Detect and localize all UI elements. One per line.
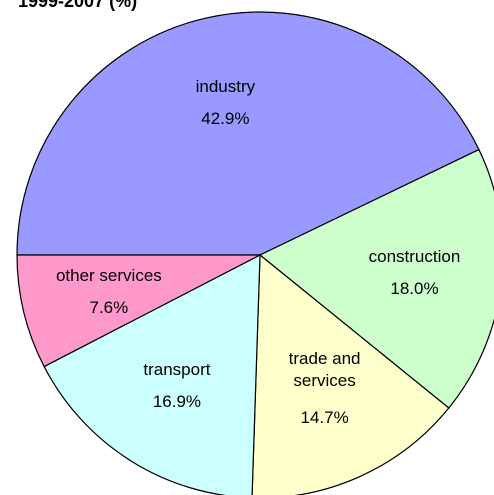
slice-value: 16.9% bbox=[152, 392, 202, 412]
slice-label: trade and services bbox=[288, 349, 361, 391]
slice-label: construction bbox=[368, 247, 461, 267]
pie-slice bbox=[251, 253, 450, 495]
pie-slice bbox=[43, 253, 261, 495]
slice-label: industry bbox=[195, 77, 256, 97]
slice-value: 42.9% bbox=[201, 109, 250, 129]
pie-slice bbox=[16, 11, 480, 256]
slice-value: 7.6% bbox=[89, 297, 129, 317]
slice-label: transport bbox=[143, 360, 211, 380]
slice-label: other services bbox=[55, 265, 162, 285]
chart-title: 1999-2007 (%) bbox=[18, 0, 138, 11]
slice-value: 14.7% bbox=[300, 408, 349, 428]
pie-slice bbox=[258, 148, 494, 409]
pie-slice bbox=[16, 254, 261, 368]
slice-value: 18.0% bbox=[390, 279, 439, 299]
